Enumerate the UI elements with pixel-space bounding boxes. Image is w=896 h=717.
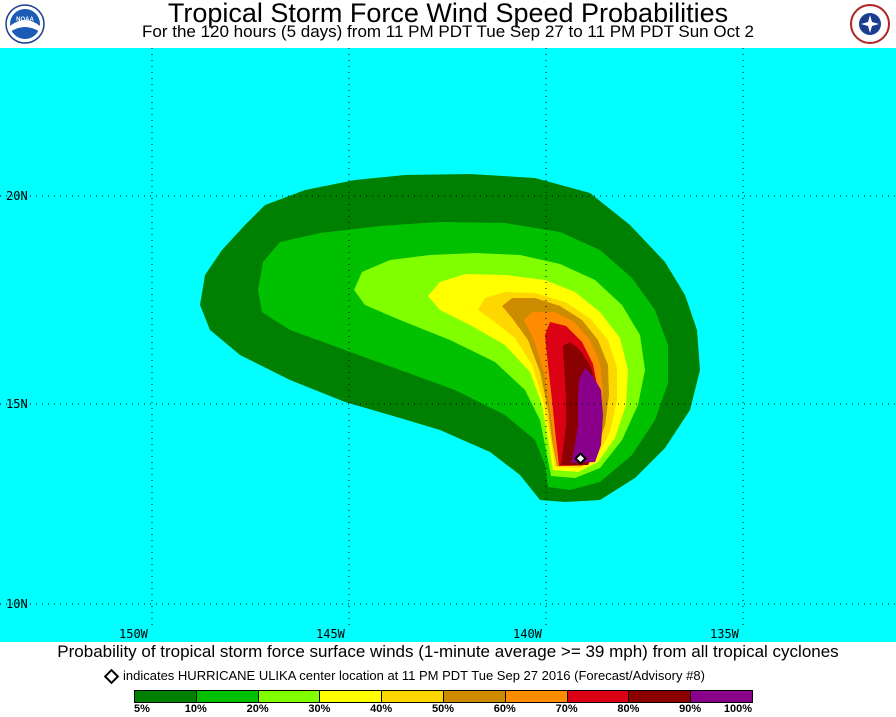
legend-label: 20% [246,703,269,715]
legend-label: 60% [493,703,516,715]
noaa-logo-text: NOAA [16,17,34,23]
legend-swatch [567,691,630,702]
legend-label: 50% [431,703,455,715]
legend-labels: 5% 10% 20% 30% 40% 50% 60% 70% 80% 90% 100% [0,703,896,717]
lon-label-135w: 135W [710,627,739,641]
page-title: Tropical Storm Force Wind Speed Probabil… [167,0,729,28]
legend-swatch [629,691,692,702]
legend-swatch [320,691,383,702]
page-subtitle: For the 120 hours (5 days) from 11 PM PD… [142,22,754,41]
nws-logo [850,4,890,44]
noaa-logo: NOAA [5,4,45,44]
legend-swatch [691,691,752,702]
probability-map [0,48,896,642]
grid-lines [0,48,896,630]
lon-label-150w: 150W [119,627,148,641]
legend-swatch [382,691,444,702]
diamond-marker-icon [103,668,120,685]
header: NOAA Tropical Storm Force Wind Speed Pro… [0,0,896,48]
legend-swatch [196,691,259,702]
storm-location-note: indicates HURRICANE ULIKA center locatio… [103,668,705,685]
storm-center-marker [574,452,587,465]
legend-swatch [135,691,197,702]
legend-swatch [443,691,506,702]
map-caption: Probability of tropical storm force surf… [57,642,839,661]
probability-legend [134,690,753,703]
lat-label-10n: 10N [6,597,28,611]
legend-label: 90% [679,703,702,715]
legend-label: 70% [555,703,578,715]
storm-location-note-text: indicates HURRICANE ULIKA center locatio… [123,668,705,683]
lon-label-140w: 140W [513,627,542,641]
legend-swatch [258,691,321,702]
legend-label: 5% [134,703,150,715]
lat-label-20n: 20N [6,189,28,203]
legend-label: 80% [617,703,640,715]
legend-label: 100% [723,703,753,715]
legend-swatch [505,691,568,702]
legend-label: 40% [370,703,393,715]
contour-90pct [571,368,603,463]
legend-label: 10% [184,703,207,715]
lat-label-15n: 15N [6,397,28,411]
lon-label-145w: 145W [316,627,345,641]
legend-label: 30% [308,703,331,715]
